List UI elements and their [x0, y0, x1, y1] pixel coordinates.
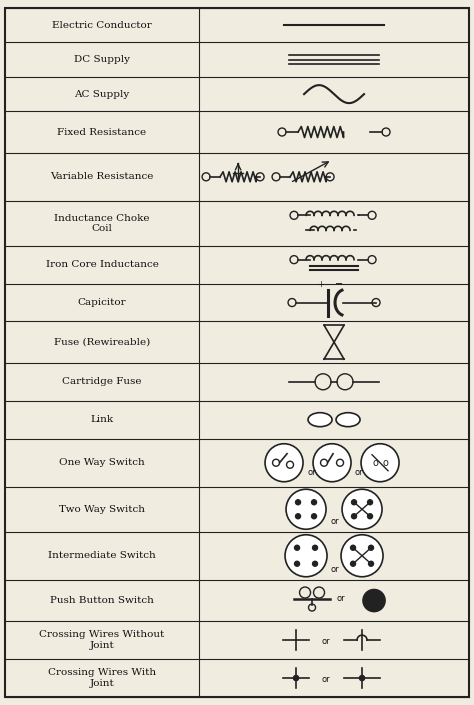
Circle shape	[286, 489, 326, 529]
Text: Electric Conductor: Electric Conductor	[52, 20, 152, 30]
Text: Fuse (Rewireable): Fuse (Rewireable)	[54, 338, 150, 347]
Circle shape	[294, 545, 300, 551]
Circle shape	[293, 675, 299, 680]
Text: or: or	[331, 565, 339, 575]
Ellipse shape	[336, 412, 360, 427]
Text: Link: Link	[91, 415, 114, 424]
Text: Variable Resistance: Variable Resistance	[50, 172, 154, 181]
Circle shape	[359, 675, 365, 680]
Text: Crossing Wires Without
Joint: Crossing Wires Without Joint	[39, 630, 164, 650]
Text: o: o	[372, 458, 378, 467]
Circle shape	[342, 489, 382, 529]
Circle shape	[367, 514, 373, 519]
Circle shape	[352, 500, 356, 505]
Circle shape	[352, 514, 356, 519]
Text: +: +	[318, 280, 325, 288]
Text: Iron Core Inductance: Iron Core Inductance	[46, 260, 158, 269]
Text: or: or	[355, 468, 364, 477]
Circle shape	[363, 589, 385, 611]
Circle shape	[369, 561, 374, 566]
Circle shape	[294, 561, 300, 566]
Text: o: o	[382, 458, 388, 467]
Text: One Way Switch: One Way Switch	[59, 458, 145, 467]
Circle shape	[296, 514, 301, 519]
Text: or: or	[322, 675, 330, 684]
Text: Intermediate Switch: Intermediate Switch	[48, 551, 156, 560]
Circle shape	[312, 561, 318, 566]
Circle shape	[265, 443, 303, 482]
Circle shape	[367, 500, 373, 505]
Circle shape	[361, 443, 399, 482]
Text: or: or	[308, 468, 316, 477]
Circle shape	[311, 514, 317, 519]
Circle shape	[296, 500, 301, 505]
Circle shape	[369, 545, 374, 551]
Text: Cartridge Fuse: Cartridge Fuse	[62, 377, 142, 386]
Text: Fixed Resistance: Fixed Resistance	[57, 128, 146, 137]
Text: AC Supply: AC Supply	[74, 90, 130, 99]
Text: or: or	[337, 594, 346, 603]
Circle shape	[285, 535, 327, 577]
Text: Inductance Choke
Coil: Inductance Choke Coil	[55, 214, 150, 233]
Text: or: or	[331, 517, 339, 526]
Circle shape	[312, 545, 318, 551]
Ellipse shape	[308, 412, 332, 427]
Text: Push Button Switch: Push Button Switch	[50, 596, 154, 605]
Circle shape	[311, 500, 317, 505]
Circle shape	[351, 545, 356, 551]
Circle shape	[341, 535, 383, 577]
Circle shape	[313, 443, 351, 482]
Text: DC Supply: DC Supply	[74, 55, 130, 64]
Text: Two Way Switch: Two Way Switch	[59, 505, 145, 514]
Text: −: −	[335, 278, 343, 288]
Text: Capicitor: Capicitor	[78, 298, 127, 307]
Text: Crossing Wires With
Joint: Crossing Wires With Joint	[48, 668, 156, 688]
Text: or: or	[322, 637, 330, 646]
Circle shape	[351, 561, 356, 566]
